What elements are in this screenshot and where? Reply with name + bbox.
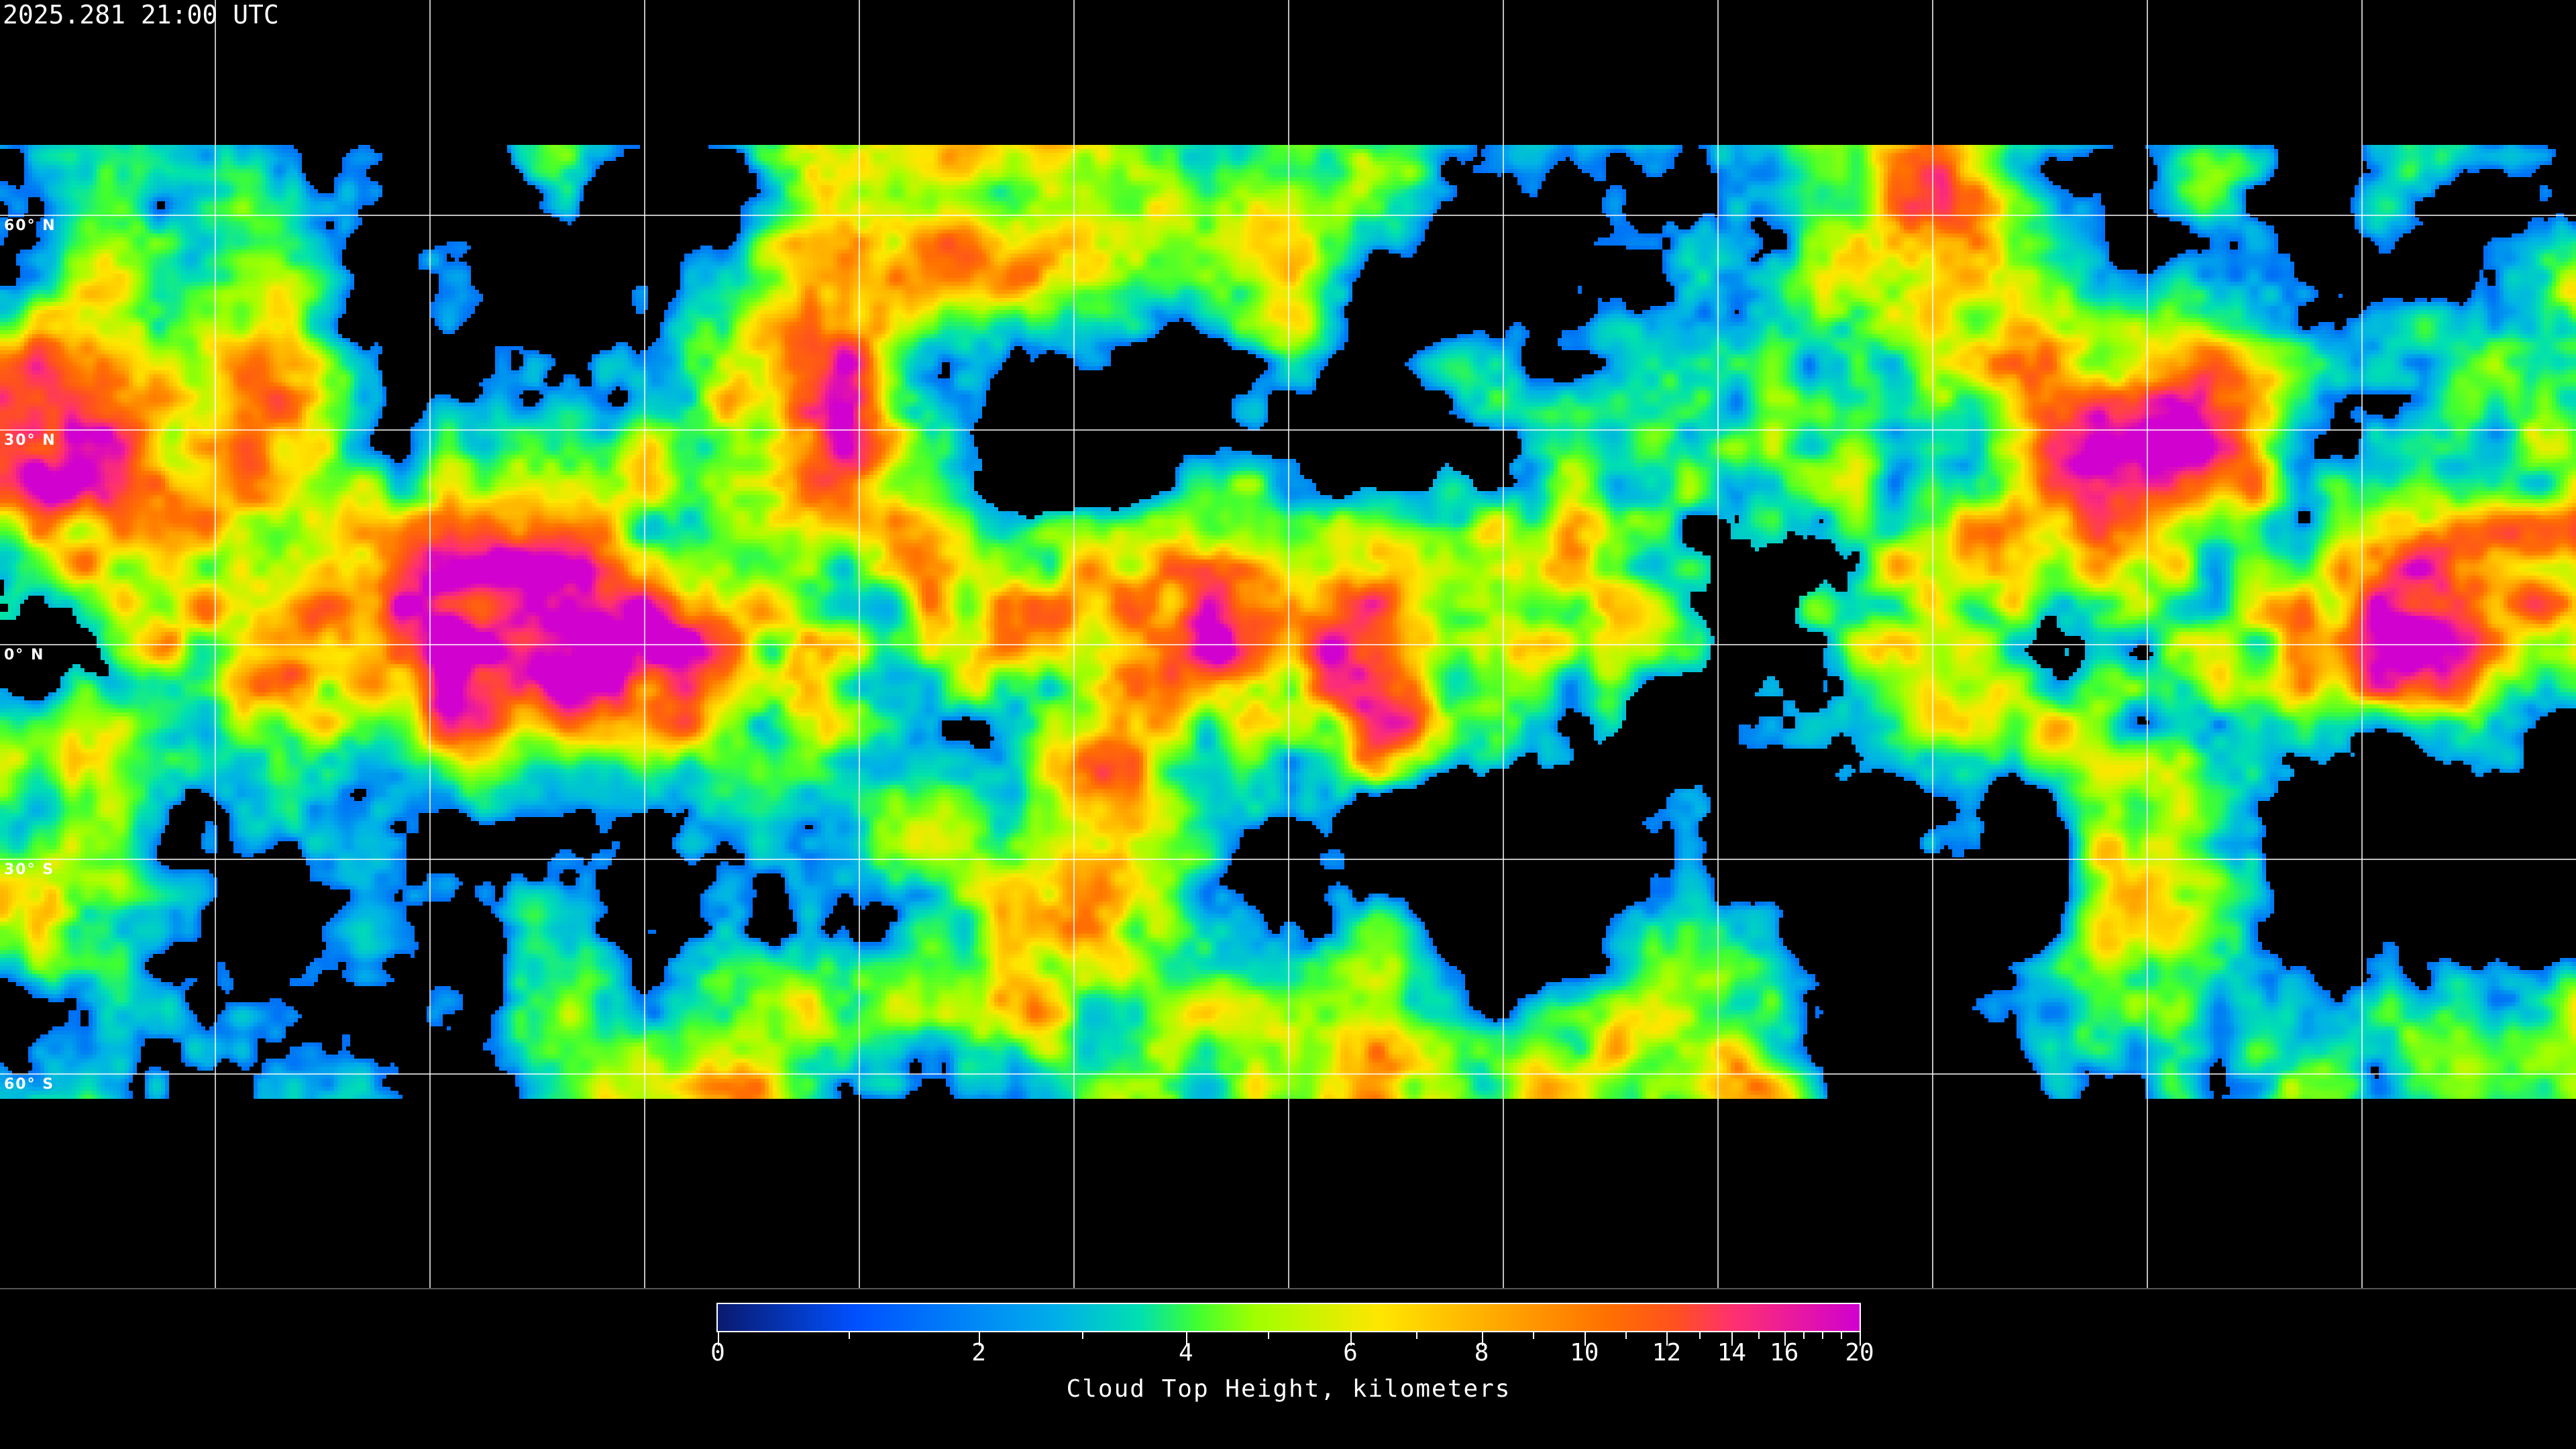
colorbar-major-tick bbox=[1860, 1332, 1861, 1346]
parallel-line bbox=[0, 215, 2576, 216]
parallel-line bbox=[0, 1073, 2576, 1075]
timestamp-title: 2025.281 21:00 UTC bbox=[3, 0, 279, 30]
colorbar-major-tick bbox=[1481, 1332, 1483, 1346]
colorbar-minor-tick bbox=[1758, 1332, 1760, 1339]
colorbar-minor-tick bbox=[1821, 1332, 1823, 1339]
colorbar-minor-tick bbox=[848, 1332, 850, 1339]
colorbar-tick-label: 14 bbox=[1717, 1339, 1747, 1366]
colorbar-minor-tick bbox=[1803, 1332, 1805, 1339]
colorbar bbox=[716, 1303, 1861, 1332]
latitude-label: 60° N bbox=[4, 217, 56, 234]
colorbar-minor-tick bbox=[1840, 1332, 1842, 1339]
parallel-line bbox=[0, 644, 2576, 645]
colorbar-tick-label: 0 bbox=[710, 1339, 725, 1366]
colorbar-tick-label: 2 bbox=[971, 1339, 986, 1366]
colorbar-minor-tick bbox=[1533, 1332, 1535, 1339]
colorbar-tick-label: 10 bbox=[1570, 1339, 1599, 1366]
latitude-label: 30° S bbox=[4, 861, 55, 878]
colorbar-major-tick bbox=[1731, 1332, 1733, 1346]
colorbar-minor-tick bbox=[1625, 1332, 1627, 1339]
latitude-label: 60° S bbox=[4, 1076, 55, 1093]
colorbar-tick-label: 12 bbox=[1652, 1339, 1682, 1366]
colorbar-minor-tick bbox=[1268, 1332, 1270, 1339]
map-border bbox=[0, 1288, 2576, 1289]
colorbar-major-tick bbox=[1784, 1332, 1786, 1346]
colorbar-tick-label: 4 bbox=[1178, 1339, 1193, 1366]
parallel-line bbox=[0, 859, 2576, 860]
colorbar-major-tick bbox=[1666, 1332, 1668, 1346]
colorbar-major-tick bbox=[718, 1332, 719, 1346]
parallel-line bbox=[0, 429, 2576, 431]
colorbar-minor-tick bbox=[1699, 1332, 1701, 1339]
colorbar-tick-label: 8 bbox=[1474, 1339, 1489, 1366]
colorbar-major-tick bbox=[1584, 1332, 1586, 1346]
latitude-label: 0° N bbox=[4, 647, 45, 663]
colorbar-minor-tick bbox=[1415, 1332, 1417, 1339]
latitude-label: 30° N bbox=[4, 432, 56, 449]
colorbar-tick-label: 20 bbox=[1845, 1339, 1874, 1366]
colorbar-major-tick bbox=[1350, 1332, 1352, 1346]
colorbar-minor-tick bbox=[1082, 1332, 1084, 1339]
colorbar-tick-label: 16 bbox=[1769, 1339, 1799, 1366]
colorbar-title: Cloud Top Height, kilometers bbox=[1066, 1375, 1511, 1403]
colorbar-major-tick bbox=[979, 1332, 981, 1346]
cloud-top-height-map: 60° N 30° N 0° N 30° S 60° S bbox=[0, 0, 2576, 1288]
colorbar-major-tick bbox=[1185, 1332, 1187, 1346]
colorbar-tick-label: 6 bbox=[1343, 1339, 1358, 1366]
